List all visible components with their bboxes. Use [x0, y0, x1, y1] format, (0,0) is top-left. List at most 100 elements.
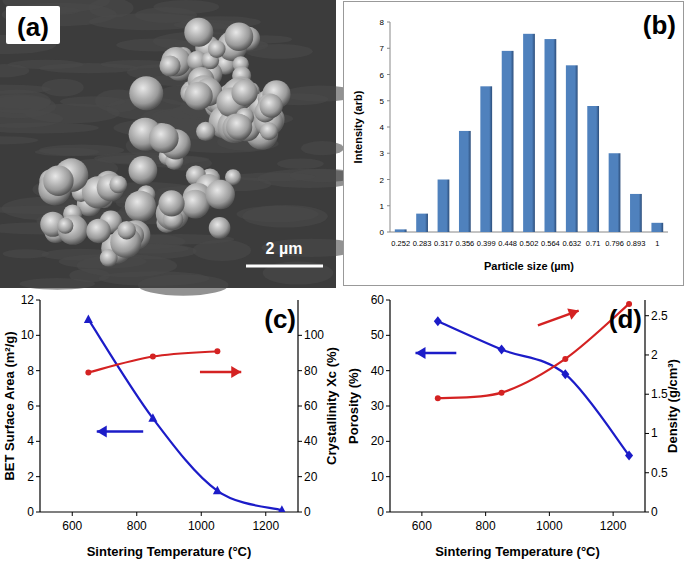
y-tick-label: 8: [27, 364, 34, 378]
marker: [84, 314, 93, 323]
sem-texture: [0, 136, 38, 144]
sem-texture: [0, 85, 51, 94]
sem-particle: [109, 176, 127, 194]
y2-tick-label: 80: [304, 364, 318, 378]
marker: [148, 413, 157, 422]
marker: [625, 450, 633, 460]
y2-tick: [298, 441, 302, 442]
scale-bar-label: 2 µm: [266, 240, 303, 257]
marker: [214, 348, 220, 354]
y2-tick: [298, 335, 302, 336]
bar: [651, 223, 663, 232]
arrow-head: [231, 366, 241, 378]
y-tick-label: 40: [371, 364, 385, 378]
bar: [545, 39, 557, 232]
y2-tick-label: 1: [651, 426, 658, 440]
arrow-head: [416, 347, 426, 359]
sem-particle: [129, 76, 163, 110]
bar: [395, 229, 407, 232]
sem-particle: [225, 22, 254, 51]
series-group: [434, 301, 633, 461]
series-line: [438, 321, 629, 455]
x-axis-title: Particle size (µm): [484, 260, 574, 272]
bar: [630, 194, 642, 232]
marker: [562, 356, 568, 362]
panel-label-box: [6, 6, 60, 44]
y-tick-label: 12: [21, 293, 35, 307]
sem-texture: [301, 141, 344, 155]
bar: [587, 106, 599, 232]
x-tick-label: 600: [412, 519, 432, 533]
x-tick: [72, 512, 73, 516]
y2-tick: [645, 512, 649, 513]
y-tick: [36, 335, 40, 336]
sem-particle: [260, 94, 283, 117]
x-tick: [613, 512, 614, 516]
y-tick-label: 60: [371, 293, 385, 307]
x-tick: [201, 512, 202, 516]
x-tick-label: 0.283: [413, 239, 432, 248]
x-tick-label: 1000: [536, 519, 563, 533]
series-line: [88, 351, 217, 372]
x-tick: [549, 512, 550, 516]
figure: (a)2 µm0123456780.2520.2830.3170.3560.39…: [0, 0, 685, 579]
y2-tick: [298, 406, 302, 407]
sem-particle: [43, 166, 73, 196]
marker: [434, 316, 442, 326]
marker: [561, 369, 569, 379]
y-tick-label: 0: [380, 228, 385, 237]
sem-particle: [149, 123, 179, 153]
y-tick-label: 3: [380, 149, 385, 158]
bar: [502, 51, 514, 232]
y2-tick-label: 0.5: [651, 466, 668, 480]
y2-tick: [298, 476, 302, 477]
sem-particle: [57, 218, 73, 234]
sem-texture: [277, 158, 324, 169]
bar: [609, 153, 621, 232]
y2-tick-label: 0: [304, 505, 311, 519]
sem-particle: [208, 40, 226, 58]
sem-particle: [226, 114, 252, 140]
panel-label: (d): [609, 304, 642, 334]
panel-b: 0123456780.2520.2830.3170.3560.3990.4480…: [344, 2, 684, 286]
x-tick: [265, 512, 266, 516]
y2-tick: [645, 472, 649, 473]
y2-tick: [645, 394, 649, 395]
x-tick-label: 0.71: [586, 239, 601, 248]
y2-axis: [644, 300, 645, 512]
y-tick-label: 7: [380, 44, 385, 53]
y-tick-label: 5: [380, 97, 385, 106]
bar: [438, 180, 450, 233]
x-tick-label: 0.399: [477, 239, 496, 248]
y-tick: [386, 300, 390, 301]
y2-tick-label: 2: [651, 348, 658, 362]
sem-texture: [3, 249, 50, 258]
sem-particle: [231, 80, 257, 106]
y-tick: [36, 512, 40, 513]
sem-particle: [196, 122, 215, 141]
panel-frame: [344, 2, 684, 286]
x-tick-label: 800: [476, 519, 496, 533]
x-tick-label: 1: [655, 239, 659, 248]
x-tick-label: 1200: [252, 519, 279, 533]
sem-texture: [39, 145, 125, 156]
y-tick-label: 2: [27, 470, 34, 484]
y-tick: [386, 441, 390, 442]
panel-label: (b): [643, 10, 676, 40]
sem-particle: [117, 221, 135, 239]
y-tick: [36, 476, 40, 477]
series-group: [84, 314, 287, 512]
x-tick-label: 0.448: [498, 239, 517, 248]
y-tick: [386, 406, 390, 407]
bar: [480, 86, 492, 232]
marker: [150, 354, 156, 360]
y-tick: [386, 370, 390, 371]
series-line: [438, 304, 629, 398]
y-axis: [390, 22, 391, 232]
sem-texture: [232, 172, 315, 181]
sem-background: [0, 0, 336, 288]
series-line: [88, 319, 282, 510]
y-tick: [386, 476, 390, 477]
y2-tick-label: 2.5: [651, 309, 668, 323]
x-axis-title: Sintering Temperature (°C): [435, 544, 600, 559]
